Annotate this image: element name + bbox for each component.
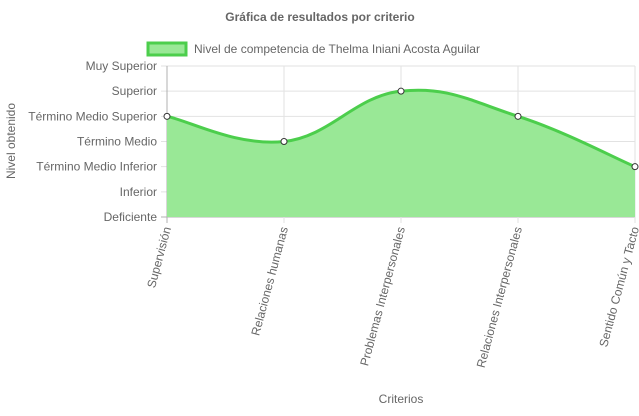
y-tick-label: Superior [112, 84, 157, 98]
y-tick-label: Deficiente [104, 210, 158, 224]
data-point[interactable] [397, 87, 405, 95]
data-point[interactable] [163, 112, 171, 120]
x-tick-label: Relaciones humanas [248, 225, 291, 337]
legend-label: Nivel de competencia de Thelma Iniani Ac… [194, 42, 480, 56]
data-point[interactable] [631, 163, 639, 171]
legend-swatch [146, 41, 188, 57]
x-tick-label: Relaciones Interpersonales [474, 225, 525, 369]
y-axis-ticks: Deficiente Inferior Término Medio Inferior… [28, 59, 157, 224]
x-tick-label: Supervisión [144, 225, 174, 289]
points-layer [163, 87, 639, 171]
x-axis-title: Criterios [379, 392, 424, 406]
chart-title: Gráfica de resultados por criterio [225, 10, 414, 24]
x-tick-label: Problemas Interpersonales [357, 225, 408, 367]
series-area [167, 90, 635, 217]
y-axis-title: Nivel obtenido [4, 103, 18, 179]
y-tick-label: Muy Superior [86, 59, 157, 73]
data-point[interactable] [514, 112, 522, 120]
x-axis-ticks: Supervisión Relaciones humanas Problemas I… [144, 225, 639, 369]
legend[interactable]: Nivel de competencia de Thelma Iniani Ac… [146, 41, 480, 57]
y-tick-label: Término Medio Superior [28, 109, 157, 123]
y-tick-label: Término Medio Inferior [36, 160, 157, 174]
x-tick-label: Sentido Común y Tacto [596, 225, 639, 349]
data-point[interactable] [280, 138, 288, 145]
series-layer [166, 88, 636, 217]
y-tick-label: Término Medio [77, 135, 157, 149]
y-tick-label: Inferior [120, 185, 157, 199]
